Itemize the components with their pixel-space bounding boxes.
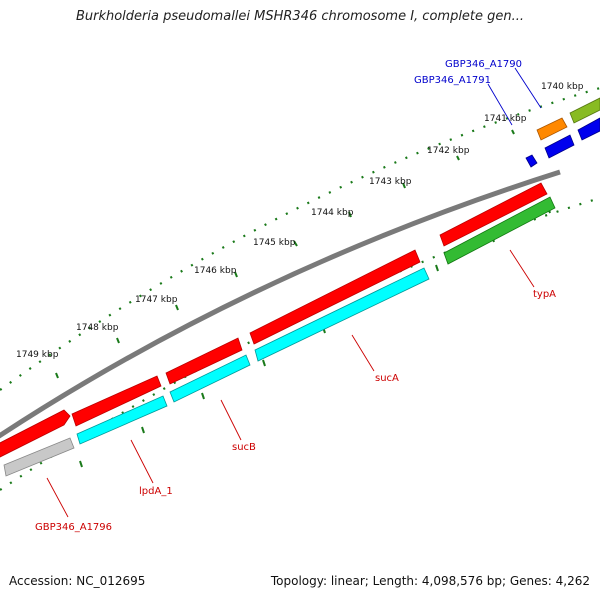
gene-label-a1791[interactable]: GBP346_A1791: [414, 75, 491, 86]
map-title: Burkholderia pseudomallei MSHR346 chromo…: [75, 9, 525, 24]
gene-feature-red-1[interactable]: [0, 409, 71, 462]
kbp-label-1744: 1744 kbp: [311, 208, 354, 218]
leader-suca: [351, 334, 375, 372]
gene-label-a1796[interactable]: GBP346_A1796: [35, 522, 112, 533]
kbp-label-1748: 1748 kbp: [76, 323, 119, 333]
scale-track-upper: [0, 86, 600, 391]
scale-track-lower: [0, 196, 600, 491]
gene-row-upper: [0, 182, 548, 462]
gene-feature-red-2[interactable]: [71, 375, 162, 427]
kbp-label-1749: 1749 kbp: [16, 350, 59, 360]
gene-feature-blue-small[interactable]: [525, 154, 538, 168]
kbp-label-1741: 1741 kbp: [484, 114, 527, 124]
gene-feature-cyan-2[interactable]: [169, 354, 251, 403]
gene-feature-green[interactable]: [443, 196, 556, 265]
gene-label-suca[interactable]: sucA: [375, 373, 399, 384]
gene-feature-red-3[interactable]: [165, 337, 243, 385]
gene-feature-olive[interactable]: [569, 97, 600, 124]
kbp-labels: 1740 kbp 1741 kbp 1742 kbp 1743 kbp 1744…: [16, 82, 584, 360]
gene-feature-orange[interactable]: [536, 117, 568, 141]
major-ticks-upper: [55, 129, 515, 379]
leader-a1790: [514, 67, 542, 109]
gene-row-topright: [525, 97, 600, 168]
gene-label-lpda[interactable]: lpdA_1: [139, 486, 173, 497]
label-leaders: [46, 67, 542, 518]
gene-row-lower: [3, 196, 556, 477]
gene-label-typa[interactable]: typA: [533, 289, 556, 300]
gene-label-sucb[interactable]: sucB: [232, 442, 256, 453]
topology-text: Topology: linear; Length: 4,098,576 bp; …: [270, 574, 590, 588]
accession-text: Accession: NC_012695: [9, 574, 146, 588]
gene-labels: GBP346_A1790 GBP346_A1791 typA sucA sucB…: [35, 59, 556, 533]
leader-a1791: [487, 83, 513, 126]
gene-feature-red-4[interactable]: [249, 249, 421, 345]
kbp-label-1747: 1747 kbp: [135, 295, 178, 305]
gene-feature-blue-1[interactable]: [544, 134, 575, 159]
leader-sucb: [220, 399, 242, 441]
gene-feature-cyan-3[interactable]: [254, 267, 430, 362]
gene-feature-red-5[interactable]: [439, 182, 548, 247]
kbp-label-1743: 1743 kbp: [369, 177, 412, 187]
leader-lpda: [130, 439, 154, 484]
gene-feature-gray[interactable]: [3, 437, 75, 477]
kbp-label-1745: 1745 kbp: [253, 238, 296, 248]
chromosome-backbone: [0, 169, 561, 439]
gene-feature-cyan-1[interactable]: [76, 395, 168, 445]
leader-a1796: [46, 477, 69, 518]
kbp-label-1740: 1740 kbp: [541, 82, 584, 92]
gene-feature-blue-2[interactable]: [577, 117, 600, 141]
gene-label-a1790[interactable]: GBP346_A1790: [445, 59, 522, 70]
leader-typa: [509, 249, 535, 288]
kbp-label-1746: 1746 kbp: [194, 266, 237, 276]
kbp-label-1742: 1742 kbp: [427, 146, 470, 156]
